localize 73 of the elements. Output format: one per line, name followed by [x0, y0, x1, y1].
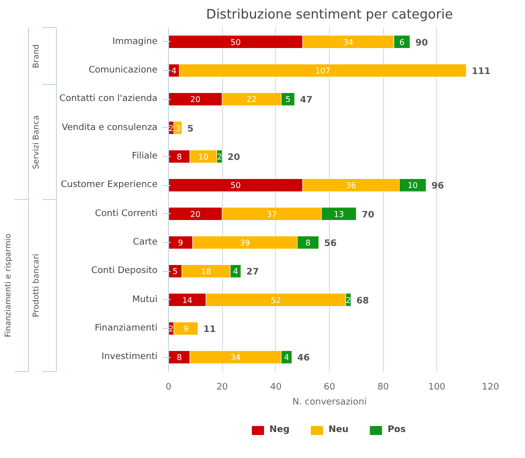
total-label: 90: [415, 38, 428, 48]
data-label: 20: [190, 210, 200, 219]
data-label: 2: [168, 124, 174, 133]
data-label: 5: [285, 95, 290, 104]
text: Prodotti bancari: [32, 254, 40, 318]
total-label: 46: [297, 354, 310, 364]
y-tick-label: Conti Deposito: [91, 266, 158, 276]
legend-label: Pos: [388, 425, 407, 435]
data-label: 39: [240, 238, 250, 248]
total-label: 111: [472, 67, 491, 77]
total-label: 47: [300, 96, 313, 106]
data-label: 50: [230, 38, 241, 47]
x-tick-label: 20: [216, 382, 228, 392]
data-label: 5: [172, 267, 178, 276]
data-label: 4: [171, 66, 176, 76]
data-label: 10: [198, 152, 208, 162]
data-label: 10: [408, 181, 418, 190]
y-tick-label: Investimenti: [102, 352, 158, 362]
data-label: 2: [346, 296, 351, 305]
total-label: 27: [246, 268, 259, 278]
data-label: 13: [334, 210, 344, 219]
x-axis-title: N. conversazioni: [292, 398, 367, 408]
y-tick-label: Mutui: [132, 294, 158, 305]
y-tick-label: Carte: [132, 238, 158, 248]
data-label: 4: [284, 353, 290, 362]
total-label: 96: [431, 182, 444, 192]
data-label: 20: [190, 95, 200, 104]
y-tick-label: Vendita e consulenza: [62, 122, 158, 133]
total-label: 56: [324, 239, 337, 249]
data-label: 107: [315, 66, 330, 76]
data-label: 18: [200, 267, 212, 276]
total-label: 11: [203, 325, 216, 335]
data-label: 2: [168, 324, 174, 334]
data-label: 6: [399, 38, 404, 47]
data-label: 52: [270, 296, 281, 305]
data-label: 8: [176, 152, 182, 162]
data-label: 34: [230, 353, 241, 362]
total-label: 20: [228, 153, 240, 163]
data-label: 8: [176, 353, 182, 362]
legend-label: Neg: [269, 425, 290, 435]
y-tick-label: Immagine: [112, 36, 158, 47]
legend-label: Neu: [328, 425, 349, 435]
text: Finanziamenti e risparmio: [4, 234, 12, 338]
x-tick-label: 40: [270, 382, 282, 392]
data-label: 9: [183, 324, 188, 334]
total-label: 68: [356, 296, 369, 306]
data-label: 2: [216, 152, 222, 162]
x-tick-label: 100: [428, 382, 446, 392]
y-tick-label: Contatti con l'azienda: [59, 94, 158, 104]
total-label: 70: [362, 210, 374, 220]
data-label: 14: [182, 296, 192, 305]
text: Servizi Banca: [32, 115, 40, 170]
data-label: 37: [266, 210, 277, 219]
data-label: 22: [246, 95, 257, 104]
x-tick-label: 80: [377, 382, 390, 392]
data-label: 34: [343, 38, 354, 47]
data-label: 3: [175, 124, 180, 133]
data-label: 36: [346, 181, 356, 190]
data-label: 4: [233, 267, 238, 276]
data-label: 9: [178, 238, 184, 248]
y-tick-label: Conti Correnti: [95, 208, 158, 219]
y-tick-label: Comunicazione: [88, 66, 158, 76]
y-tick-label: Customer Experience: [60, 180, 158, 190]
data-label: 8: [305, 238, 311, 248]
total-label: 5: [187, 124, 194, 134]
x-tick-label: 0: [166, 382, 172, 392]
y-tick-label: Filiale: [132, 152, 158, 162]
data-label: 50: [230, 181, 241, 190]
y-tick-label: Finanziamenti: [94, 324, 158, 334]
x-tick-label: 120: [482, 382, 500, 392]
x-tick-label: 60: [324, 382, 336, 392]
text: Brand: [32, 44, 40, 68]
chart-title: Distribuzione sentiment per categorie: [206, 8, 453, 22]
